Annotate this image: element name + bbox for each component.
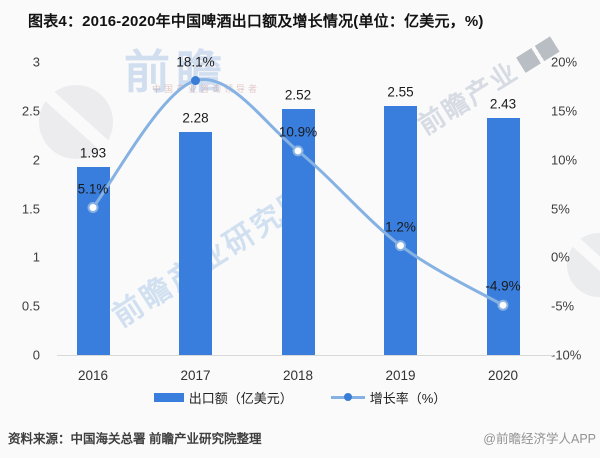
line-marker-2017 xyxy=(191,76,200,86)
bar-label-2019: 2.55 xyxy=(387,84,414,100)
bar-2018 xyxy=(281,108,315,355)
rate-label-2019: 1.2% xyxy=(385,219,416,235)
x-axis-label-2020: 2020 xyxy=(487,368,519,383)
y-axis-right-tick-6: -10% xyxy=(551,347,582,363)
legend-item-bar: 出口额（亿美元） xyxy=(153,388,293,407)
rate-label-2017: 18.1% xyxy=(176,54,215,70)
bar-label-2020: 2.43 xyxy=(489,96,517,112)
y-axis-left-tick-3: 1.5 xyxy=(21,201,40,216)
bar-label-2018: 2.52 xyxy=(284,87,312,103)
chart-title: 图表4：2016-2020年中国啤酒出口额及增长情况(单位：亿美元，%) xyxy=(28,13,484,30)
y-axis-left-tick-5: 0.5 xyxy=(21,298,40,314)
rate-label-2018: 10.9% xyxy=(278,124,318,140)
publisher-handle: @前瞻经济学人APP xyxy=(483,432,596,446)
y-axis-left-tick-2: 2 xyxy=(32,152,40,168)
y-axis-right-tick-3: 5% xyxy=(551,201,570,216)
rate-label-2020: -4.9% xyxy=(485,278,521,294)
legend-item-line: 增长率（%） xyxy=(330,388,447,407)
legend-label-bar: 出口额（亿美元） xyxy=(188,390,293,406)
source-attribution: 资料来源：中国海关总署 前瞻产业研究院整理 xyxy=(8,432,262,446)
bar-label-2017: 2.28 xyxy=(182,110,209,126)
legend-line-swatch-icon xyxy=(330,392,365,402)
bar-2020 xyxy=(486,117,520,355)
legend-bar-swatch-icon xyxy=(153,392,184,402)
y-axis-left-tick-1: 2.5 xyxy=(21,103,40,119)
rate-label-2016: 5.1% xyxy=(77,181,109,197)
x-axis-label-2018: 2018 xyxy=(282,368,314,383)
y-axis-right-tick-4: 0% xyxy=(551,249,570,265)
x-axis-line xyxy=(57,355,553,356)
y-axis-right-tick-5: -5% xyxy=(551,298,575,314)
y-axis-right-tick-0: 20% xyxy=(551,54,578,70)
bar-2017 xyxy=(179,132,212,355)
x-axis-label-2019: 2019 xyxy=(385,368,416,383)
legend-line-dot xyxy=(343,393,352,401)
y-axis-right-tick-2: 10% xyxy=(551,152,578,168)
x-axis-label-2016: 2016 xyxy=(77,368,109,383)
y-axis-left-tick-6: 0 xyxy=(32,347,40,363)
y-axis-right-tick-1: 15% xyxy=(551,103,578,119)
y-axis-left-tick-0: 3 xyxy=(32,54,40,70)
x-axis-label-2017: 2017 xyxy=(180,368,211,383)
legend-label-line: 增长率（%） xyxy=(369,390,447,406)
y-axis-left-tick-4: 1 xyxy=(32,249,40,265)
bar-label-2016: 1.93 xyxy=(79,145,107,160)
legend: 出口额（亿美元） 增长率（%） xyxy=(0,388,600,406)
